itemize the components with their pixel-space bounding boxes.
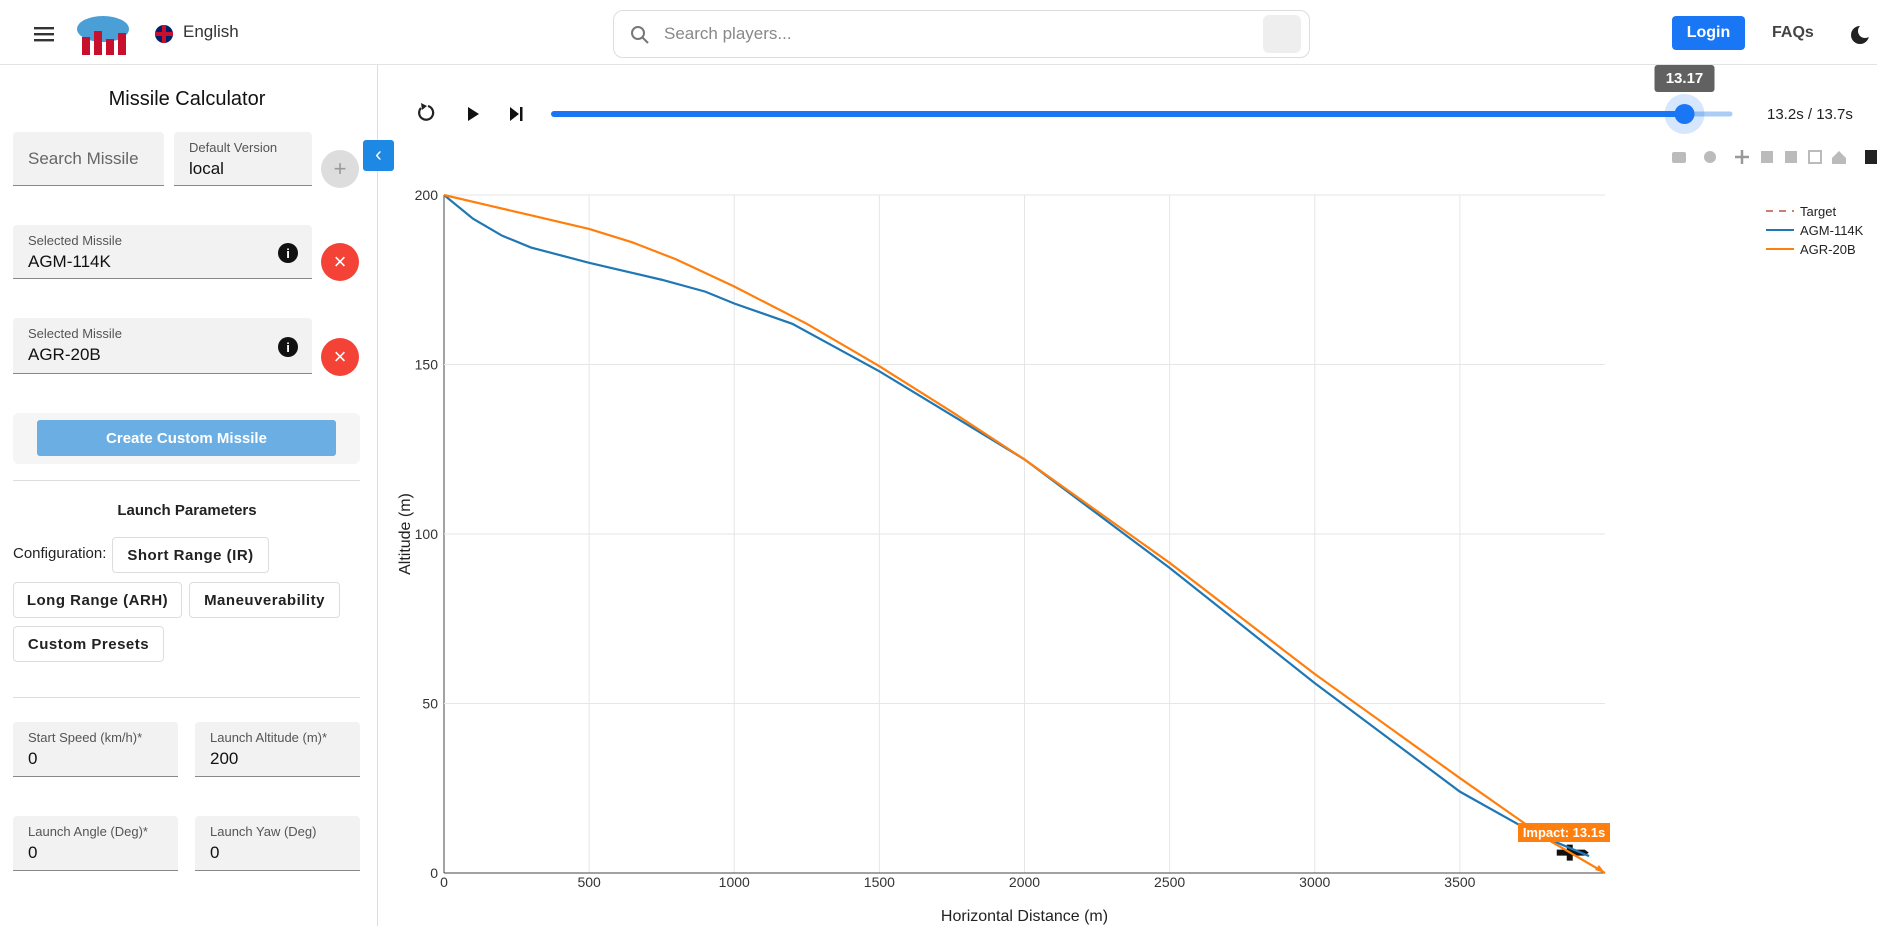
legend-label: AGR-20B xyxy=(1800,242,1856,257)
annotation: Impact: 13.1s xyxy=(1523,825,1605,840)
info-icon[interactable]: i xyxy=(278,337,298,357)
param-label: Launch Yaw (Deg) xyxy=(210,824,317,839)
zoom-in-icon[interactable] xyxy=(1761,151,1773,163)
play-icon[interactable] xyxy=(468,107,479,121)
add-button[interactable]: + xyxy=(321,150,359,188)
search-missile[interactable]: Search Missile xyxy=(13,132,164,186)
series-line xyxy=(443,194,1590,858)
header: English Search players... Login FAQs xyxy=(0,0,1877,65)
skip-icon[interactable] xyxy=(510,107,523,121)
selected-missile[interactable]: Selected Missile AGR-20B xyxy=(13,318,312,374)
preset-button[interactable]: Custom Presets xyxy=(13,626,164,662)
search-placeholder: Search players... xyxy=(664,24,792,43)
slider-value: 13.17 xyxy=(1666,70,1704,87)
y-tick-label: 50 xyxy=(422,696,438,712)
param-value: 0 xyxy=(28,843,38,862)
language[interactable]: English xyxy=(183,22,239,41)
plotly-logo[interactable] xyxy=(1865,150,1877,164)
x-tick-label: 3500 xyxy=(1444,874,1475,890)
param-value: 0 xyxy=(28,749,38,768)
param-label: Start Speed (km/h)* xyxy=(28,730,143,745)
y-tick-label: 150 xyxy=(415,357,439,373)
version-label: Default Version xyxy=(189,140,278,155)
x-tick-label: 1500 xyxy=(864,874,895,890)
modebar xyxy=(1672,150,1877,164)
launch-title: Launch Parameters xyxy=(117,502,257,519)
sidebar: Missile Calculator Search Missile Defaul… xyxy=(0,65,378,926)
camera-icon[interactable] xyxy=(1672,152,1686,163)
slider-knob[interactable] xyxy=(1674,104,1695,124)
flag-icon xyxy=(155,25,173,43)
zoom-out-icon[interactable] xyxy=(1785,151,1797,163)
login-button[interactable]: Login xyxy=(1672,16,1745,50)
param-field[interactable]: Launch Altitude (m)* 200 xyxy=(195,722,360,777)
search-box[interactable]: Search players... xyxy=(613,10,1310,58)
info-icon[interactable]: i xyxy=(278,243,298,263)
y-axis-title: Altitude (m) xyxy=(397,493,414,575)
x-tick-label: 3000 xyxy=(1299,874,1330,890)
selected-label: Selected Missile xyxy=(28,233,122,248)
search-icon xyxy=(631,26,649,44)
param-field[interactable]: Launch Angle (Deg)* 0 xyxy=(13,816,178,871)
x-tick-label: 0 xyxy=(440,874,448,890)
home-icon[interactable] xyxy=(1832,151,1846,164)
pan-icon[interactable] xyxy=(1735,150,1749,164)
x-tick-label: 1000 xyxy=(719,874,750,890)
collapse-button[interactable]: ‹ xyxy=(363,140,394,171)
impact-arrow xyxy=(1595,865,1605,873)
param-field[interactable]: Start Speed (km/h)* 0 xyxy=(13,722,178,777)
autoscale-icon[interactable] xyxy=(1808,150,1822,164)
y-tick-label: 0 xyxy=(430,865,438,881)
search-missile-label: Search Missile xyxy=(28,149,139,168)
target-marker xyxy=(1556,844,1589,861)
selected-value: AGM-114K xyxy=(28,252,111,271)
annotation-box xyxy=(1518,823,1610,842)
x-tick-label: 500 xyxy=(577,874,601,890)
version-select[interactable]: Default Version local xyxy=(174,132,312,186)
theme-toggle[interactable] xyxy=(1850,25,1870,45)
y-tick-label: 200 xyxy=(415,187,439,203)
param-field[interactable]: Launch Yaw (Deg) 0 xyxy=(195,816,360,871)
replay-icon[interactable] xyxy=(418,104,435,121)
preset-button[interactable]: Short Range (IR) xyxy=(112,537,269,573)
filter-button[interactable] xyxy=(1263,15,1301,53)
remove-button[interactable]: × xyxy=(321,243,359,281)
version-value: local xyxy=(189,159,224,178)
replay-arrow xyxy=(421,103,427,110)
zoom-icon[interactable] xyxy=(1704,151,1716,163)
param-value: 0 xyxy=(210,843,220,862)
config-label: Configuration: xyxy=(13,545,107,562)
divider xyxy=(13,697,360,698)
x-axis-title: Horizontal Distance (m) xyxy=(941,908,1108,925)
preset-button[interactable]: Maneuverability xyxy=(189,582,340,618)
logo[interactable] xyxy=(74,11,132,57)
player-controls xyxy=(418,103,523,121)
x-tick-label: 2500 xyxy=(1154,874,1185,890)
faqs-link[interactable]: FAQs xyxy=(1772,24,1814,41)
param-value: 200 xyxy=(210,749,239,768)
param-label: Launch Altitude (m)* xyxy=(210,730,328,745)
x-tick-label: 2000 xyxy=(1009,874,1040,890)
slider-tooltip xyxy=(1654,65,1715,92)
sidebar-title: Missile Calculator xyxy=(108,88,266,110)
menu-icon[interactable] xyxy=(34,26,54,42)
preset-button[interactable]: Long Range (ARH) xyxy=(13,582,182,618)
time-display: 13.2s / 13.7s xyxy=(1767,106,1853,123)
selected-missile[interactable]: Selected Missile AGM-114K xyxy=(13,225,312,279)
param-label: Launch Angle (Deg)* xyxy=(28,824,148,839)
remove-button[interactable]: × xyxy=(321,338,359,376)
divider xyxy=(13,480,360,481)
legend-label: AGM-114K xyxy=(1800,223,1864,238)
selected-label: Selected Missile xyxy=(28,326,122,341)
legend-label: Target xyxy=(1800,204,1837,219)
series-line xyxy=(443,193,1606,874)
y-tick-label: 100 xyxy=(415,526,439,542)
create-button[interactable]: Create Custom Missile xyxy=(37,420,336,456)
selected-value: AGR-20B xyxy=(28,345,101,364)
